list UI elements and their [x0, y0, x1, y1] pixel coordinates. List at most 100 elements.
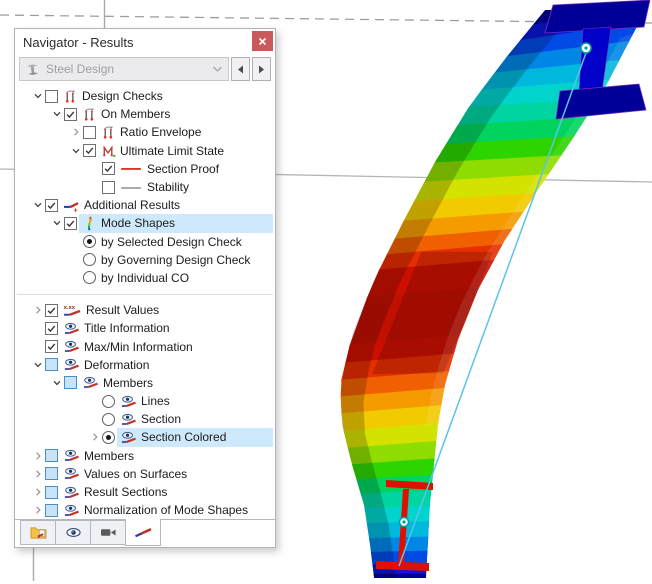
tree-row[interactable]: by Individual CO: [15, 269, 275, 287]
navigator-tab-results-diagram[interactable]: [125, 519, 161, 546]
gray-line-icon: [120, 180, 143, 195]
checkbox-unchecked[interactable]: [45, 89, 58, 103]
steel-design-icon: [25, 62, 40, 77]
checkbox-checked[interactable]: [45, 303, 58, 317]
expander-spacer: [69, 271, 83, 285]
radio-selected[interactable]: [102, 430, 115, 444]
tree-row[interactable]: + Additional Results: [15, 196, 275, 214]
chevron-down-icon[interactable]: [31, 358, 45, 372]
expander-spacer: [88, 180, 102, 194]
checkbox-unchecked[interactable]: [83, 125, 96, 139]
tree-row[interactable]: Max/Min Information: [15, 337, 275, 355]
checkbox-checked[interactable]: [102, 162, 115, 176]
row-content: Members: [60, 447, 273, 465]
previous-result-button[interactable]: [231, 57, 250, 81]
tree-row[interactable]: Ratio Envelope: [15, 123, 275, 141]
tree-row[interactable]: Members: [15, 374, 275, 392]
checkbox-checked[interactable]: [45, 321, 58, 335]
tree-row[interactable]: Ultimate Limit State: [15, 142, 275, 160]
checkbox-checked[interactable]: [64, 107, 77, 121]
close-button[interactable]: [252, 31, 273, 51]
navigator-tab-camera[interactable]: [90, 520, 126, 545]
checkbox-checked[interactable]: [83, 144, 96, 158]
navigator-tab-folder-results[interactable]: [20, 520, 56, 545]
tree-item-label: by Selected Design Check: [101, 234, 242, 249]
tree-item-label: Section Colored: [141, 430, 227, 445]
tree-item-label: Members: [103, 375, 154, 390]
tree-row[interactable]: Normalization of Mode Shapes: [15, 501, 275, 519]
node-markers[interactable]: [398, 42, 592, 528]
tree-row[interactable]: by Governing Design Check: [15, 251, 275, 269]
expander-spacer: [31, 321, 45, 335]
chevron-down-icon[interactable]: [31, 198, 45, 212]
checkbox-filled[interactable]: [45, 485, 58, 499]
row-content: Title Information: [60, 319, 273, 337]
radio-unselected[interactable]: [83, 271, 96, 285]
checkbox-filled[interactable]: [45, 503, 58, 517]
design-checks-icon: [101, 125, 116, 140]
tree-row[interactable]: Deformation: [15, 356, 275, 374]
chevron-right-icon[interactable]: [31, 485, 45, 499]
panel-title: Navigator - Results: [23, 34, 134, 50]
results-type-toolbar: Steel Design: [19, 57, 271, 81]
checkbox-filled[interactable]: [45, 449, 58, 463]
tree-row[interactable]: x.xx Result Values: [15, 301, 275, 319]
checkbox-filled[interactable]: [45, 358, 58, 372]
checkbox-checked[interactable]: [64, 216, 77, 230]
eye-diagram-icon: [63, 466, 80, 481]
chevron-down-icon[interactable]: [50, 376, 64, 390]
chevron-right-icon[interactable]: [31, 467, 45, 481]
checkbox-unchecked[interactable]: [102, 180, 115, 194]
navigator-tab-eye[interactable]: [55, 520, 91, 545]
checkbox-filled[interactable]: [64, 376, 77, 390]
results-tree: Design Checks On Members Ratio Envelope Ult…: [15, 87, 275, 519]
expander-spacer: [69, 253, 83, 267]
dropdown-value: Steel Design: [46, 62, 115, 76]
radio-unselected[interactable]: [102, 412, 115, 426]
chevron-down-icon[interactable]: [69, 144, 83, 158]
tree-row[interactable]: Mode Shapes: [15, 214, 275, 233]
tree-row[interactable]: Title Information: [15, 319, 275, 337]
tree-row[interactable]: Result Sections: [15, 483, 275, 501]
tree-row[interactable]: Section Colored: [15, 428, 275, 447]
chevron-down-icon[interactable]: [31, 89, 45, 103]
next-result-button[interactable]: [252, 57, 271, 81]
chevron-right-icon[interactable]: [31, 503, 45, 517]
chevron-right-icon[interactable]: [31, 449, 45, 463]
row-content: On Members: [79, 105, 273, 123]
checkbox-filled[interactable]: [45, 467, 58, 481]
row-content: Lines: [117, 392, 273, 410]
tree-row[interactable]: Stability: [15, 178, 275, 196]
checkbox-checked[interactable]: [45, 198, 58, 212]
radio-selected[interactable]: [83, 235, 96, 249]
eye-diagram-icon: [120, 430, 137, 445]
svg-text:+: +: [73, 205, 78, 213]
row-content: Members: [79, 374, 273, 392]
chevron-right-icon[interactable]: [88, 430, 102, 444]
chevron-down-icon[interactable]: [50, 216, 64, 230]
radio-unselected[interactable]: [83, 253, 96, 267]
tree-row[interactable]: by Selected Design Check: [15, 233, 275, 251]
undeformed-member-line: [398, 52, 587, 567]
tree-row[interactable]: On Members: [15, 105, 275, 123]
panel-titlebar: Navigator - Results: [15, 29, 275, 55]
tree-item-label: Result Values: [86, 303, 160, 318]
row-content: Deformation: [60, 356, 273, 374]
checkbox-checked[interactable]: [45, 340, 58, 354]
chevron-right-icon[interactable]: [31, 303, 45, 317]
row-content: by Individual CO: [98, 269, 273, 287]
tree-row[interactable]: Members: [15, 447, 275, 465]
tree-row[interactable]: Section Proof: [15, 160, 275, 178]
chevron-down-icon[interactable]: [50, 107, 64, 121]
navigator-results-panel: Navigator - Results Steel Design: [14, 28, 276, 548]
tree-row[interactable]: Values on Surfaces: [15, 465, 275, 483]
row-content: by Governing Design Check: [98, 251, 273, 269]
tree-row[interactable]: Lines: [15, 392, 275, 410]
design-situation-dropdown[interactable]: Steel Design: [19, 57, 229, 81]
tree-row[interactable]: Section: [15, 410, 275, 428]
chevron-right-icon[interactable]: [69, 125, 83, 139]
tree-row[interactable]: Design Checks: [15, 87, 275, 105]
radio-unselected[interactable]: [102, 394, 115, 408]
arrow-right-icon: [259, 65, 264, 73]
